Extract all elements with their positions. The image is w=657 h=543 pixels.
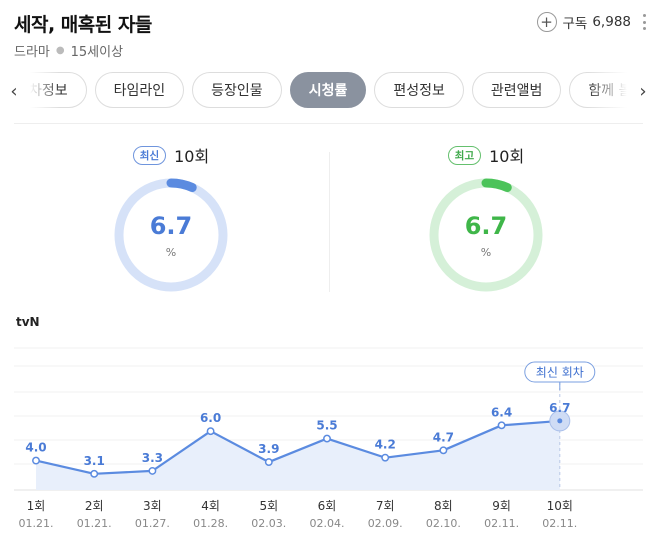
tab-3[interactable]: 시청률 bbox=[289, 72, 367, 108]
best-ring-progress bbox=[429, 178, 543, 292]
chart-date-label: 01.21. bbox=[19, 517, 54, 530]
section-divider bbox=[14, 123, 643, 124]
chart-point bbox=[497, 421, 506, 430]
channel-label: tvN bbox=[16, 315, 40, 329]
latest-rating-card: 최신 10회 6.7 % bbox=[71, 143, 271, 294]
chart-date-label: 02.03. bbox=[251, 517, 286, 530]
chart-point bbox=[381, 453, 390, 462]
chart-date-label: 02.04. bbox=[310, 517, 345, 530]
chevron-left-icon[interactable]: ‹ bbox=[10, 80, 18, 102]
chart-point bbox=[206, 427, 215, 436]
chart-value-label: 5.5 bbox=[316, 419, 337, 433]
chart-category-label: 1회 bbox=[27, 499, 46, 513]
latest-ring-progress bbox=[114, 178, 228, 292]
tabs-list: 차정보 타임라인 등장인물 시청률 편성정보 관련앨범 함께 볼 bbox=[30, 72, 627, 108]
chart-value-label: 3.3 bbox=[142, 451, 163, 465]
latest-rating-value: 6.7 bbox=[149, 212, 193, 240]
program-title: 세작, 매혹된 자들 bbox=[14, 14, 152, 36]
meta-separator-dot: ● bbox=[55, 45, 65, 56]
chart-point bbox=[90, 469, 99, 478]
chart-point bbox=[557, 418, 563, 424]
best-rating-unit: % bbox=[480, 246, 492, 259]
chart-value-label: 6.0 bbox=[200, 411, 221, 425]
more-options-icon[interactable] bbox=[641, 14, 647, 30]
tabs-viewport: 차정보 타임라인 등장인물 시청률 편성정보 관련앨범 함께 볼 bbox=[30, 72, 627, 110]
chart-date-label: 01.27. bbox=[135, 517, 170, 530]
chart-category-label: 3회 bbox=[143, 499, 162, 513]
subscriber-count: 6,988 bbox=[592, 14, 631, 30]
subscribe-label: 구독 bbox=[562, 16, 588, 32]
tab-5[interactable]: 관련앨범 bbox=[471, 72, 562, 108]
age-rating-label: 15세이상 bbox=[70, 45, 124, 60]
tab-4[interactable]: 편성정보 bbox=[374, 72, 464, 108]
program-meta: 드라마 ● 15세이상 bbox=[14, 41, 123, 60]
chart-date-label: 01.21. bbox=[77, 517, 112, 530]
tab-bar: ‹ 차정보 타임라인 등장인물 시청률 편성정보 관련앨범 함께 볼 › bbox=[0, 72, 657, 110]
genre-label: 드라마 bbox=[14, 45, 50, 60]
chart-point bbox=[32, 456, 40, 465]
chart-series-line bbox=[35, 419, 560, 475]
chart-date-label: 02.10. bbox=[426, 517, 461, 530]
best-rating-ring: 6.7 % bbox=[427, 176, 545, 294]
tab-0[interactable]: 차정보 bbox=[30, 72, 87, 108]
tab-1[interactable]: 타임라인 bbox=[94, 72, 185, 108]
latest-rating-ring: 6.7 % bbox=[112, 176, 230, 294]
latest-episode-badge-label: 최신 회차 bbox=[536, 366, 584, 380]
latest-episode: 10회 bbox=[174, 147, 210, 166]
latest-badge: 최신 bbox=[132, 145, 167, 165]
stat-divider bbox=[329, 152, 330, 292]
chart-value-label: 4.2 bbox=[375, 438, 396, 452]
chart-category-label: 6회 bbox=[318, 499, 337, 513]
chart-date-label: 02.11. bbox=[484, 517, 519, 530]
latest-rating-unit: % bbox=[165, 246, 177, 259]
chart-point bbox=[264, 458, 273, 467]
chart-point bbox=[323, 434, 331, 443]
tab-6[interactable]: 함께 볼 bbox=[569, 72, 627, 108]
chart-category-label: 4회 bbox=[201, 499, 220, 513]
chart-category-label: 2회 bbox=[85, 499, 104, 513]
best-rating-value: 6.7 bbox=[464, 212, 508, 240]
ratings-chart: 4.0 1회 01.21. 3.1 2회 01.21. 3.3 3회 01.27. 6.0 4회 01… bbox=[14, 347, 643, 530]
chart-date-label: 01.28. bbox=[193, 517, 228, 530]
best-rating-card: 최고 10회 6.7 % bbox=[386, 143, 586, 294]
chart-value-label: 3.9 bbox=[258, 442, 279, 456]
best-badge: 최고 bbox=[447, 145, 482, 165]
chart-category-label: 7회 bbox=[376, 499, 395, 513]
chart-value-label: 3.1 bbox=[84, 454, 105, 468]
tab-2[interactable]: 등장인물 bbox=[192, 72, 282, 108]
chevron-right-icon[interactable]: › bbox=[639, 80, 647, 102]
chart-area-fill bbox=[36, 420, 560, 490]
chart-date-label: 02.11. bbox=[542, 517, 577, 530]
chart-value-label: 6.4 bbox=[491, 405, 512, 419]
plus-icon: + bbox=[536, 12, 557, 32]
chart-category-label: 8회 bbox=[434, 499, 453, 513]
best-episode: 10회 bbox=[489, 147, 525, 166]
chart-point bbox=[148, 466, 157, 475]
subscribe-button[interactable]: + 구독 6,988 bbox=[536, 12, 631, 32]
chart-category-label: 10회 bbox=[547, 499, 573, 513]
chart-category-label: 5회 bbox=[259, 499, 278, 513]
chart-category-label: 9회 bbox=[492, 499, 511, 513]
chart-point bbox=[439, 446, 448, 455]
chart-value-label: 4.0 bbox=[25, 441, 46, 455]
chart-date-label: 02.09. bbox=[368, 517, 403, 530]
chart-value-label: 4.7 bbox=[433, 430, 454, 444]
chart-value-label: 6.7 bbox=[549, 401, 570, 415]
